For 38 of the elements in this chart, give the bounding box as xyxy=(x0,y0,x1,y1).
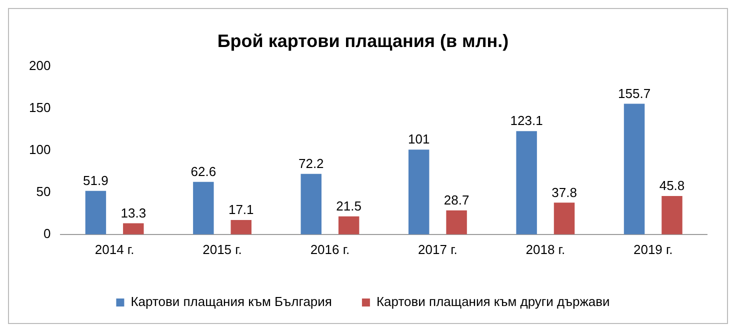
bar xyxy=(446,210,467,234)
bar xyxy=(85,190,106,234)
y-tick-label: 50 xyxy=(36,184,51,200)
bar xyxy=(123,223,144,234)
x-tick-label: 2019 г. xyxy=(633,242,673,257)
bar xyxy=(662,196,682,234)
y-tick-label: 100 xyxy=(28,142,51,158)
x-tick-label: 2016 г. xyxy=(310,242,350,257)
data-label: 21.5 xyxy=(336,198,362,214)
data-label: 155.7 xyxy=(618,86,651,101)
legend-label: Картови плащания към други държави xyxy=(376,294,610,310)
y-tick-label: 0 xyxy=(43,226,51,241)
bar xyxy=(300,174,322,234)
x-tick-label: 2018 г. xyxy=(526,242,566,257)
x-tick-label: 2017 г. xyxy=(418,242,458,257)
x-tick-label: 2015 г. xyxy=(202,242,242,257)
data-label: 101 xyxy=(408,132,430,147)
bar xyxy=(516,131,537,234)
bar xyxy=(193,182,214,234)
data-label: 123.1 xyxy=(510,113,543,128)
data-label: 51.9 xyxy=(83,172,108,188)
bar xyxy=(338,216,360,234)
bar xyxy=(230,220,252,234)
data-label: 45.8 xyxy=(659,178,685,194)
bar xyxy=(408,150,430,234)
chart-title: Брой картови плащания (в млн.) xyxy=(217,30,509,51)
y-tick-label: 150 xyxy=(28,100,51,116)
data-label: 13.3 xyxy=(120,205,146,220)
data-label: 37.8 xyxy=(552,184,577,200)
data-label: 28.7 xyxy=(444,192,470,208)
x-tick-label: 2014 г. xyxy=(94,242,134,257)
legend-label: Картови плащания към България xyxy=(130,294,332,310)
bar xyxy=(624,104,645,234)
data-label: 62.6 xyxy=(190,164,216,179)
data-label: 17.1 xyxy=(228,202,254,218)
y-tick-label: 200 xyxy=(28,58,51,74)
data-label: 72.2 xyxy=(298,156,324,171)
bar xyxy=(554,202,575,234)
